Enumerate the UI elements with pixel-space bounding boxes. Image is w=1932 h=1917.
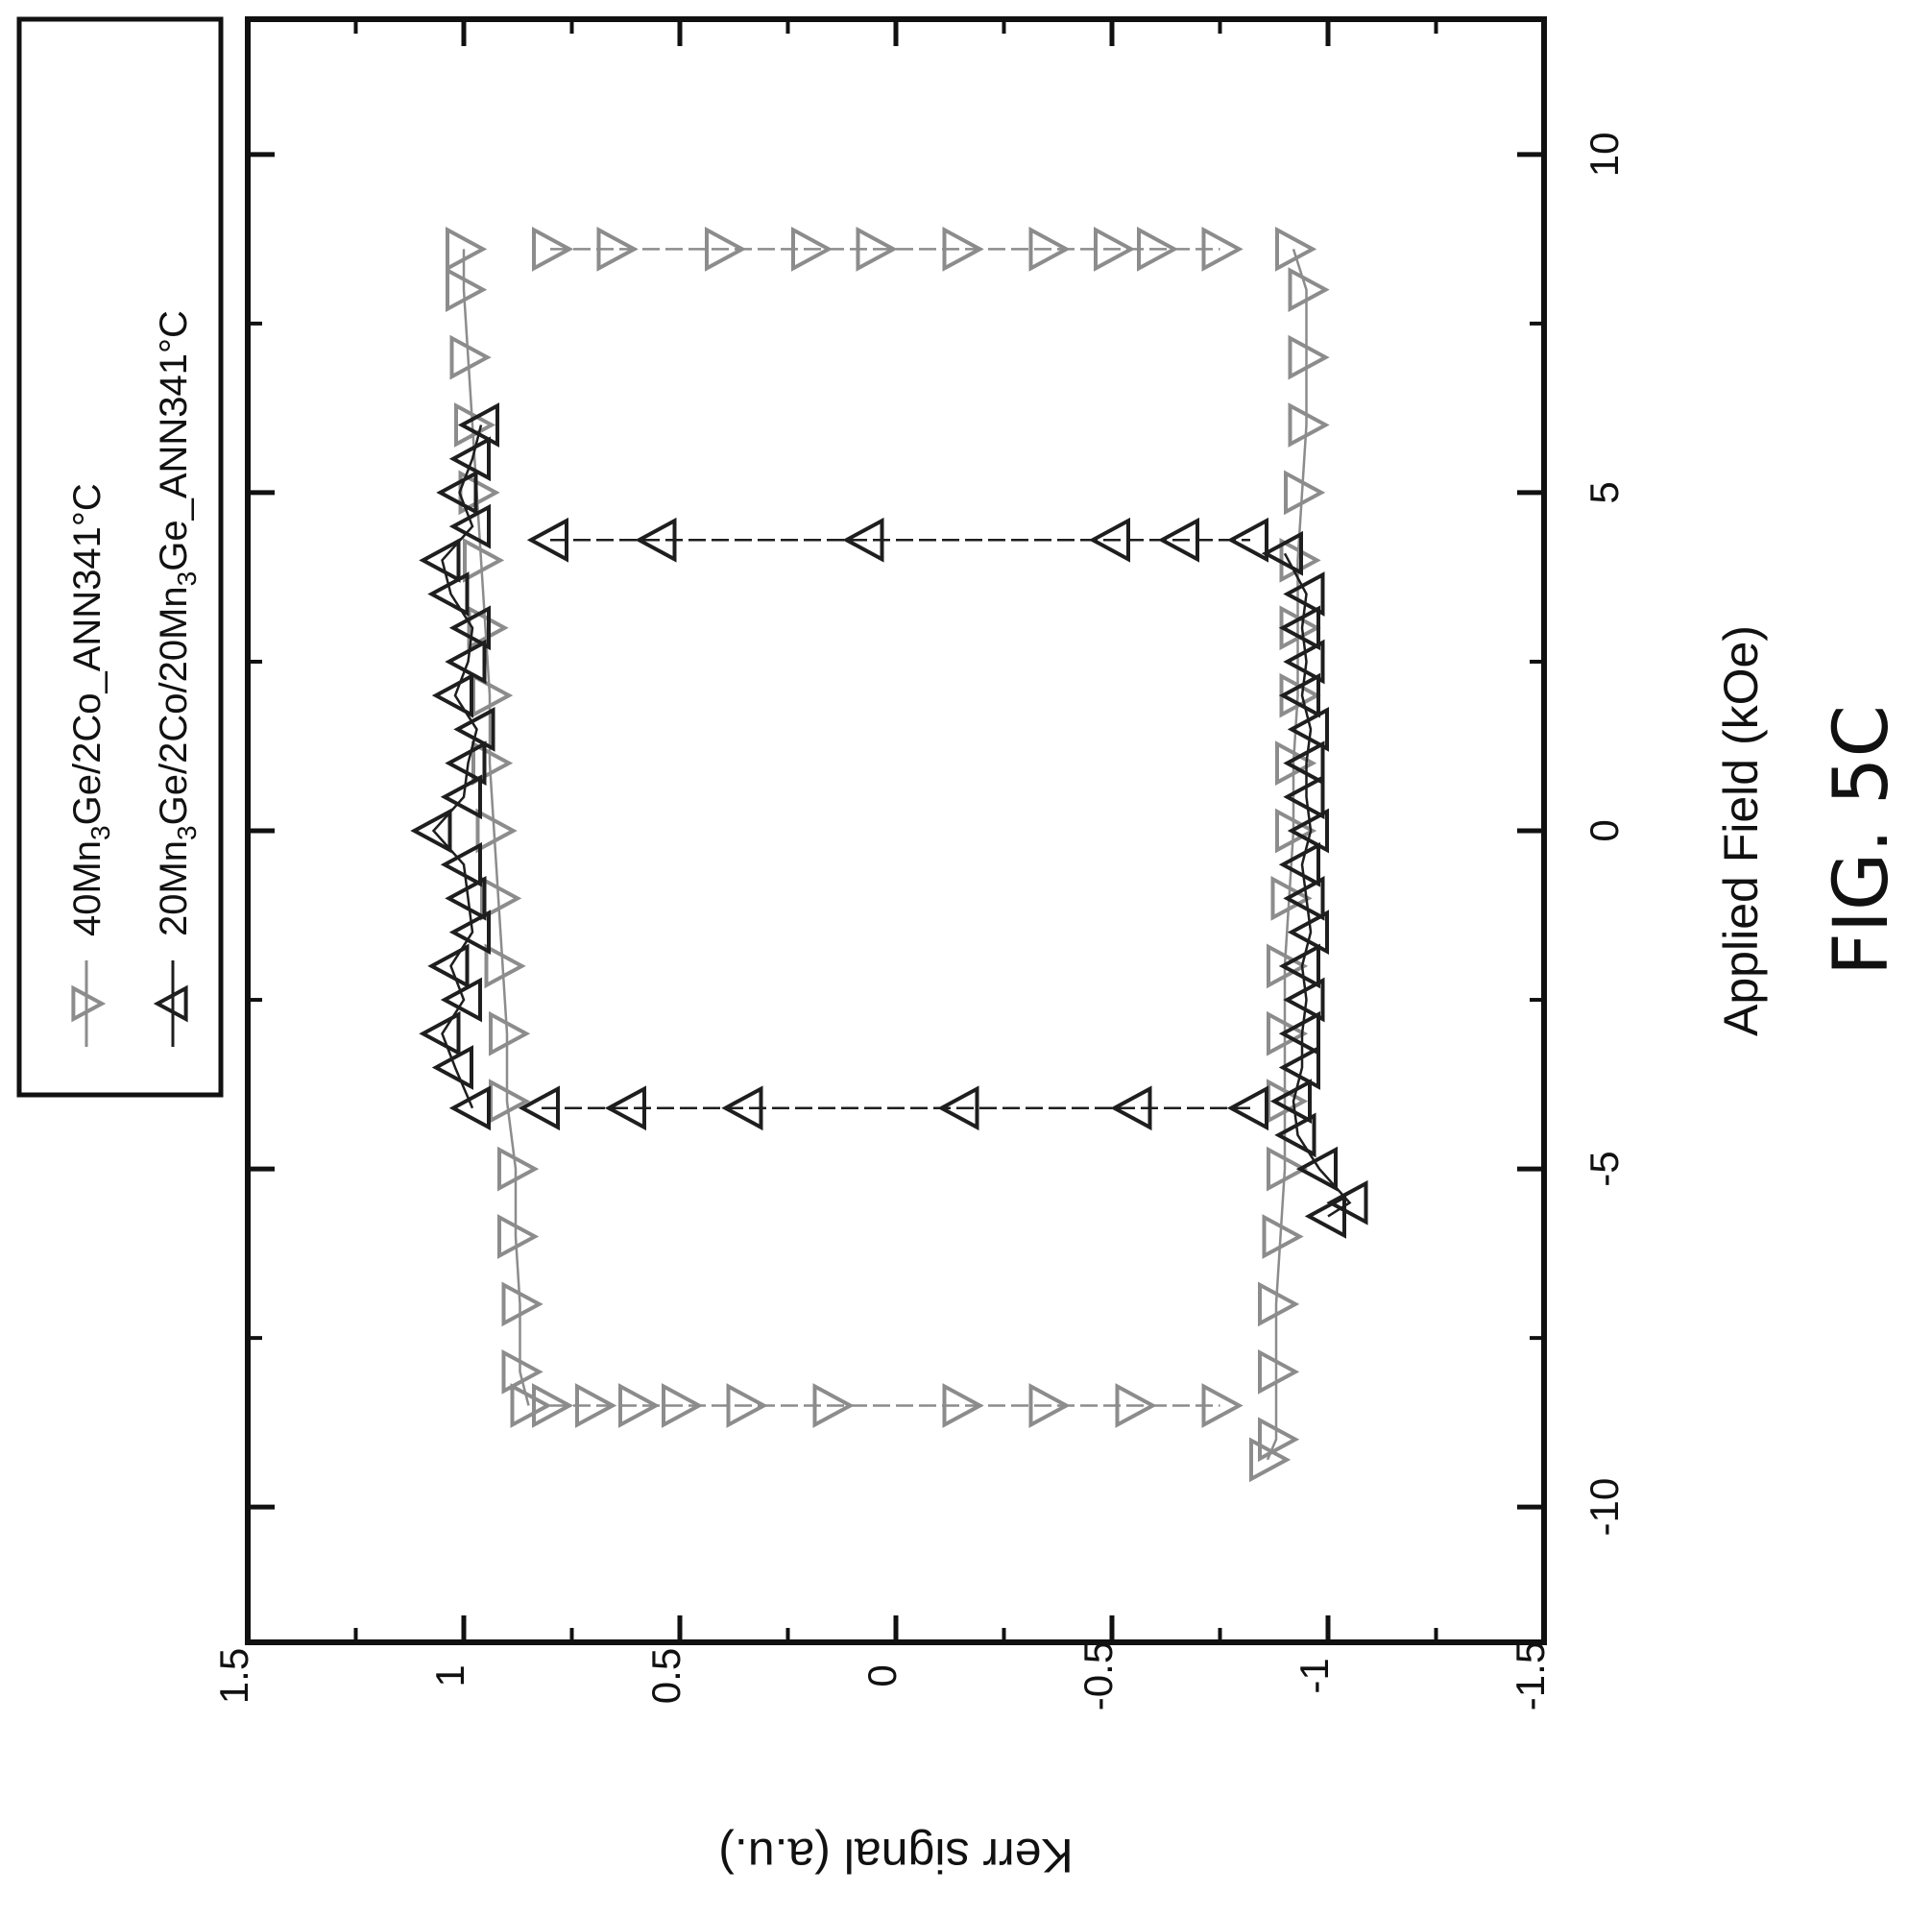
x-tick-label: -10 — [1582, 1478, 1627, 1537]
series-2 — [415, 406, 1366, 1236]
series-1-point — [1291, 406, 1326, 445]
y-axis-title: Kerr signal (a.u.) — [718, 1829, 1074, 1882]
series-1-point — [1277, 230, 1313, 268]
figure-label: FIG. 5C — [1819, 705, 1905, 976]
series-2-point — [432, 947, 468, 985]
legend-label-part: 3 — [172, 571, 202, 587]
legend-label: 40Mn3Ge/2Co_ANN341°C — [66, 483, 115, 936]
x-tick-label: 0 — [1582, 819, 1627, 841]
legend-label: 20Mn3Ge/2Co/20Mn3Ge_ANN341°C — [153, 310, 202, 936]
y-tick-label: -1 — [1292, 1658, 1337, 1693]
x-axis-title: Applied Field (kOe) — [1714, 625, 1768, 1036]
series-2-point — [436, 1048, 471, 1086]
legend-label-part: Ge/2Co_ANN341°C — [66, 483, 109, 825]
x-tick-label: 5 — [1582, 481, 1627, 503]
legend-label-part: 3 — [85, 825, 115, 840]
series-2-point — [1283, 845, 1318, 884]
y-tick-label: -0.5 — [1075, 1641, 1121, 1711]
plot-frame — [248, 19, 1544, 1642]
series-1-point — [1260, 1352, 1295, 1391]
series-2-point — [1283, 1048, 1318, 1086]
series-1-point — [1291, 271, 1326, 309]
series-2-point — [453, 1089, 489, 1128]
legend-entry-2: 20Mn3Ge/2Co/20Mn3Ge_ANN341°C — [153, 310, 202, 1047]
axis-titles: Applied Field (kOe) Kerr signal (a.u.) — [718, 625, 1768, 1882]
series-layer — [415, 230, 1366, 1478]
legend-label-part: 40Mn — [66, 840, 109, 936]
ticks-layer: -10 -5 0 5 10 1.5 1 0.5 0 -0.5 -1 -1.5 — [211, 19, 1627, 1711]
y-tick-label: 1 — [427, 1664, 472, 1686]
y-tick-label: 1.5 — [211, 1648, 256, 1704]
series-1-point — [504, 1285, 540, 1323]
series-2-point — [436, 676, 471, 715]
y-tick-label: 0.5 — [643, 1648, 688, 1704]
series-1 — [447, 230, 1326, 1478]
series-1-point — [447, 230, 483, 268]
series-2-point — [432, 575, 468, 614]
legend-label-part: Ge_ANN341°C — [153, 310, 195, 571]
series-2-point — [458, 710, 494, 748]
series-2-point — [449, 643, 485, 681]
legend-label-part: 3 — [172, 825, 202, 840]
x-tick-label: -5 — [1582, 1151, 1627, 1186]
series-1-point — [491, 1014, 526, 1053]
legend-label-part: 20Mn — [153, 840, 195, 936]
series-2-point — [423, 1014, 459, 1053]
y-tick-label: -1.5 — [1508, 1641, 1553, 1711]
series-1-point — [499, 1150, 535, 1188]
legend-label-part: Ge/2Co/20Mn — [153, 586, 195, 825]
x-tick-label: 10 — [1582, 132, 1627, 177]
legend: 40Mn3Ge/2Co_ANN341°C20Mn3Ge/2Co/20Mn3Ge_… — [19, 19, 221, 1095]
series-1-point — [473, 676, 509, 715]
series-1-point — [1291, 338, 1326, 376]
y-tick-label: 0 — [859, 1664, 905, 1686]
